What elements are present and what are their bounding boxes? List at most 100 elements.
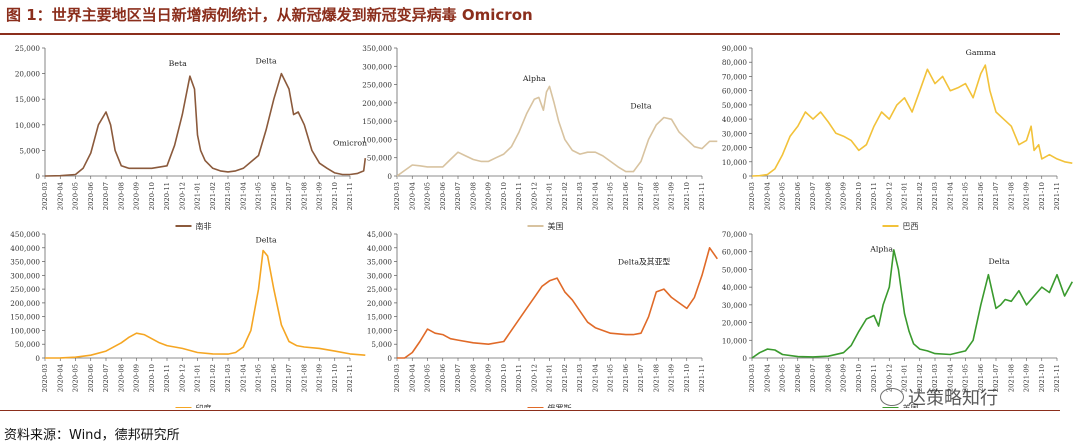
x-tick-label: 2020-09 [133,182,141,210]
x-tick-label: 2020-06 [439,364,447,392]
x-tick-label: 2020-10 [148,364,156,392]
y-tick-label: 350,000 [10,258,40,267]
y-tick-label: 10,000 [15,121,41,130]
x-tick-label: 2020-07 [809,182,817,210]
x-tick-label: 2020-06 [87,182,95,210]
x-tick-label: 2021-09 [316,364,324,392]
x-tick-label: 2021-04 [239,182,247,210]
y-tick-label: 5,000 [19,146,40,155]
x-tick-label: 2021-05 [255,364,263,392]
x-tick-label: 2020-08 [469,182,477,210]
y-tick-label: 50,000 [15,340,41,349]
x-tick-label: 2020-05 [424,182,432,210]
watermark-text: 达策略知行 [908,388,998,409]
x-tick-label: 2021-03 [224,182,232,210]
y-tick-label: 50,000 [367,154,393,163]
x-tick-label: 2020-05 [72,182,80,210]
annotation-label: Delta [256,56,277,65]
x-tick-label: 2020-11 [515,364,523,392]
source-note: 资料来源：Wind，德邦研究所 [4,428,180,443]
x-tick-label: 2020-11 [163,182,171,210]
x-tick-label: 2021-09 [668,182,676,210]
x-tick-label: 2021-06 [977,182,985,210]
x-tick-label: 2020-03 [748,182,756,210]
x-tick-label: 2021-05 [962,182,970,210]
y-tick-label: 45,000 [367,230,393,239]
x-tick-label: 2021-02 [916,364,924,392]
x-tick-label: 2020-03 [393,364,401,392]
chart-panel-2: 0 10,000 20,000 30,000 40,000 50,000 60,000 70,… [722,44,1073,231]
x-tick-label: 2021-09 [1023,182,1031,210]
chart-panel-5: 0 10,000 20,000 30,000 40,000 50,000 60,000 70,… [722,230,1074,408]
x-tick-label: 2021-02 [209,182,217,210]
x-tick-label: 2020-04 [763,182,771,210]
x-tick-label: 2021-07 [992,182,1000,210]
x-tick-label: 2021-03 [931,182,939,210]
x-tick-label: 2021-03 [931,364,939,392]
x-tick-label: 2021-07 [285,364,293,392]
y-tick-label: 90,000 [722,44,748,53]
y-tick-label: 40,000 [722,283,748,292]
x-tick-label: 2020-11 [515,182,523,210]
x-tick-label: 2021-07 [285,182,293,210]
x-tick-label: 2021-10 [331,182,339,210]
x-tick-label: 2021-07 [992,364,1000,392]
y-tick-label: 0 [742,172,747,181]
y-tick-label: 80,000 [722,58,748,67]
x-tick-label: 2020-07 [102,182,110,210]
y-tick-label: 200,000 [362,99,392,108]
x-tick-label: 2020-04 [56,364,64,392]
x-tick-label: 2021-02 [209,364,217,392]
y-tick-label: 350,000 [362,44,392,53]
x-tick-label: 2021-11 [1053,182,1061,210]
x-tick-label: 2020-03 [748,364,756,392]
x-tick-label: 2020-09 [485,182,493,210]
x-tick-label: 2020-08 [824,182,832,210]
x-tick-label: 2020-09 [133,364,141,392]
chart-panel-1: 0 50,000 100,000 150,000 200,000 250,000 300,0… [362,44,718,231]
x-tick-label: 2020-08 [824,364,832,392]
series-line [396,85,718,177]
x-tick-label: 2020-12 [530,364,538,392]
y-tick-label: 300,000 [362,62,392,71]
x-tick-label: 2021-11 [698,364,706,392]
x-tick-label: 2021-11 [346,364,354,392]
x-tick-label: 2021-02 [561,182,569,210]
x-tick-label: 2020-05 [779,364,787,392]
series-line [397,247,718,359]
x-tick-label: 2020-06 [794,364,802,392]
y-tick-label: 50,000 [722,265,748,274]
y-tick-label: 60,000 [722,87,748,96]
x-tick-label: 2021-02 [916,182,924,210]
series-line [751,249,1074,359]
x-tick-label: 2021-10 [1038,364,1046,392]
x-tick-label: 2021-04 [946,364,954,392]
x-tick-label: 2020-03 [393,182,401,210]
x-tick-label: 2020-07 [809,364,817,392]
x-tick-label: 2021-03 [576,364,584,392]
x-tick-label: 2021-02 [561,364,569,392]
series-line [44,72,367,177]
x-tick-label: 2021-06 [622,364,630,392]
x-tick-label: 2020-12 [530,182,538,210]
y-tick-label: 40,000 [367,244,393,253]
figure-title: 图 1：世界主要地区当日新增病例统计，从新冠爆发到新冠变异病毒 Omicron [6,6,533,24]
x-tick-label: 2021-11 [346,182,354,210]
x-tick-label: 2020-07 [454,182,462,210]
y-tick-label: 20,000 [722,144,748,153]
y-tick-label: 300,000 [10,271,40,280]
annotation-label: Alpha [869,245,893,254]
x-tick-label: 2020-08 [117,364,125,392]
x-tick-label: 2020-11 [870,182,878,210]
x-tick-label: 2020-10 [855,182,863,210]
x-tick-label: 2020-09 [840,364,848,392]
y-tick-label: 5,000 [371,340,392,349]
x-tick-label: 2021-08 [652,182,660,210]
x-tick-label: 2021-08 [300,364,308,392]
y-tick-label: 0 [387,354,392,363]
x-tick-label: 2020-11 [163,364,171,392]
x-tick-label: 2021-08 [1007,364,1015,392]
bottom-rule [0,410,1060,411]
x-tick-label: 2021-01 [546,364,554,392]
x-tick-label: 2020-10 [855,364,863,392]
